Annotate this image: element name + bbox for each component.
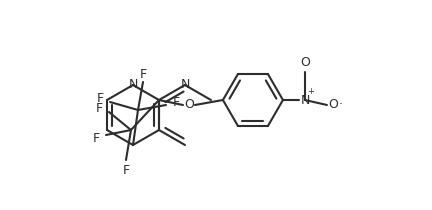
Text: N: N: [300, 93, 310, 106]
Text: F: F: [95, 102, 102, 116]
Text: N: N: [180, 79, 190, 92]
Text: O: O: [300, 56, 310, 70]
Text: F: F: [96, 92, 104, 105]
Text: F: F: [92, 131, 99, 144]
Text: F: F: [140, 67, 146, 80]
Text: O: O: [328, 98, 338, 112]
Text: ·: ·: [339, 98, 343, 112]
Text: F: F: [172, 96, 180, 109]
Text: +: +: [308, 88, 314, 97]
Text: N: N: [128, 79, 138, 92]
Text: F: F: [122, 164, 130, 176]
Text: O: O: [184, 98, 194, 112]
